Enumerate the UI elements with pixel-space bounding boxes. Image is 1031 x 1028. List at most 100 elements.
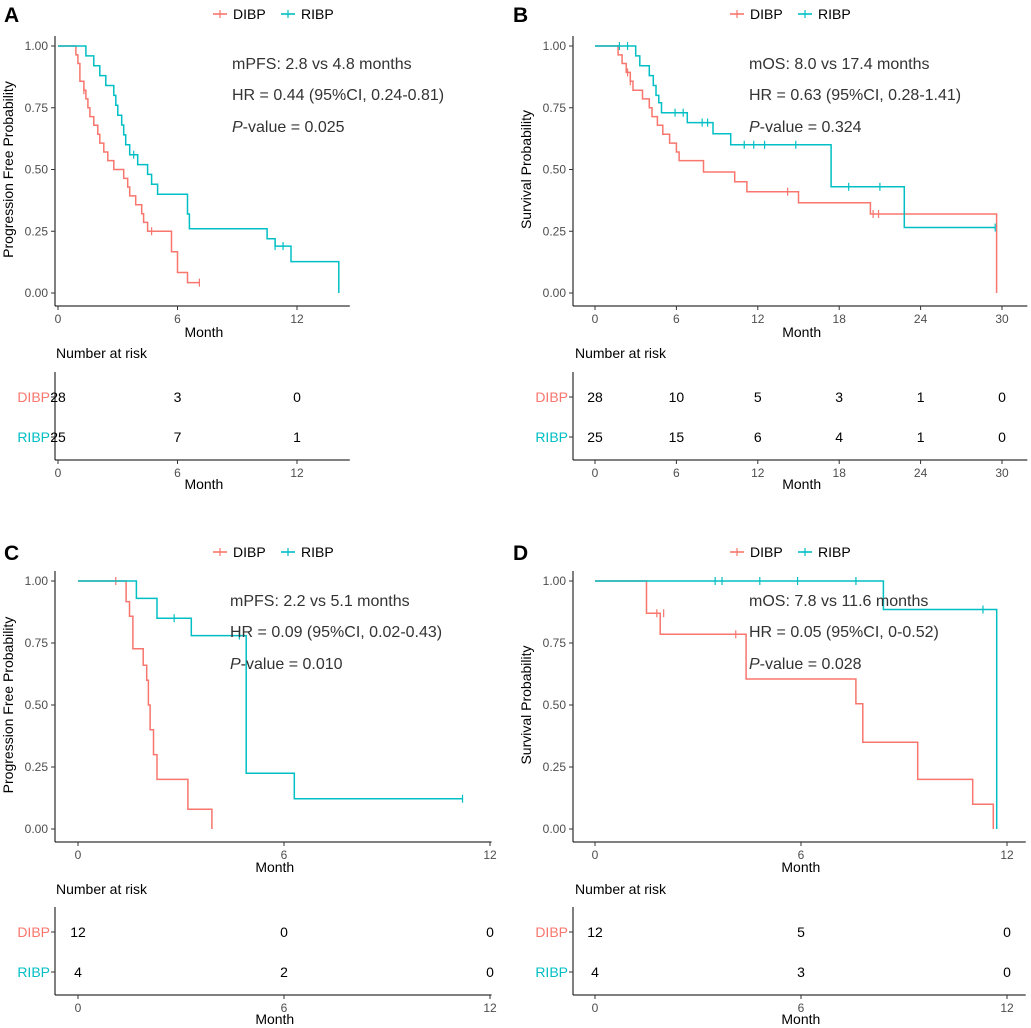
risk-row-label-ribp: RIBP <box>17 429 50 445</box>
y-tick-label: 0.00 <box>25 822 49 836</box>
risk-count: 10 <box>669 389 685 405</box>
risk-count: 3 <box>835 389 843 405</box>
y-tick-label: 0.00 <box>25 286 49 300</box>
risk-x-tick-label: 6 <box>174 466 181 480</box>
pvalue-symbol: P <box>749 119 760 136</box>
legend-label: DIBP <box>233 544 266 560</box>
legend-label: RIBP <box>301 6 334 22</box>
y-tick-label: 0.50 <box>543 698 567 712</box>
legend-item-ribp: RIBP <box>798 6 851 22</box>
risk-count: 1 <box>917 429 925 445</box>
km-curve-dibp <box>595 580 995 829</box>
x-tick-label: 12 <box>751 312 765 326</box>
km-curve-ribp <box>78 580 463 800</box>
legend-label: DIBP <box>750 6 783 22</box>
panel-letter: B <box>513 4 528 27</box>
pvalue-text: -value = 0.324 <box>760 119 862 136</box>
risk-x-tick-label: 12 <box>483 1001 497 1015</box>
risk-count: 5 <box>754 389 762 405</box>
x-axis-label: Month <box>782 324 821 340</box>
pvalue-symbol: P <box>230 656 241 673</box>
risk-row-label-ribp: RIBP <box>535 429 568 445</box>
risk-count: 0 <box>486 924 494 940</box>
y-tick-label: 0.00 <box>543 286 567 300</box>
annotation-hr: HR = 0.44 (95%CI, 0.24-0.81) <box>232 87 444 104</box>
panel-letter: C <box>4 542 19 565</box>
risk-row-label-ribp: RIBP <box>17 964 50 980</box>
x-tick-label: 12 <box>290 312 304 326</box>
risk-x-tick-label: 12 <box>290 466 304 480</box>
y-tick-label: 0.25 <box>543 224 567 238</box>
risk-count: 2 <box>280 964 288 980</box>
legend-item-ribp: RIBP <box>798 544 851 560</box>
risk-count: 1 <box>917 389 925 405</box>
pvalue-symbol: P <box>749 656 760 673</box>
y-tick-label: 1.00 <box>25 39 49 53</box>
risk-x-tick-label: 0 <box>75 1001 82 1015</box>
y-tick-label: 0.50 <box>543 163 567 177</box>
risk-count: 12 <box>587 924 603 940</box>
risk-table: Number at risk DIBP 28 3 0 RIBP 25 7 1 0 6 12 Month <box>17 345 350 492</box>
risk-count: 28 <box>50 389 66 405</box>
risk-x-axis-label: Month <box>255 1011 294 1027</box>
legend: DIBP RIBP <box>213 6 334 22</box>
x-tick-label: 30 <box>995 312 1009 326</box>
x-tick-label: 6 <box>798 848 805 862</box>
risk-count: 5 <box>797 924 805 940</box>
legend: DIBP RIBP <box>730 6 851 22</box>
risk-row-label-dibp: DIBP <box>535 924 568 940</box>
risk-count: 0 <box>998 429 1006 445</box>
risk-count: 1 <box>293 429 301 445</box>
risk-count: 0 <box>1003 924 1011 940</box>
risk-x-tick-label: 0 <box>592 1001 599 1015</box>
risk-table-title: Number at risk <box>56 881 148 897</box>
x-axis-label: Month <box>255 859 294 875</box>
x-tick-label: 6 <box>281 848 288 862</box>
risk-x-tick-label: 0 <box>55 466 62 480</box>
legend-label: DIBP <box>750 544 783 560</box>
legend: DIBP RIBP <box>213 544 334 560</box>
x-tick-label: 12 <box>1000 848 1014 862</box>
legend-item-ribp: RIBP <box>281 544 334 560</box>
risk-table: Number at risk DIBP 12 5 0 RIBP 4 3 0 0 6 12 Month <box>535 881 1026 1027</box>
legend-item-dibp: DIBP <box>213 6 266 22</box>
risk-row-label-dibp: DIBP <box>535 389 568 405</box>
risk-x-tick-label: 6 <box>281 1001 288 1015</box>
x-tick-label: 0 <box>55 312 62 326</box>
y-axis-label: Survival Probability <box>518 645 534 764</box>
risk-count: 28 <box>587 389 603 405</box>
risk-x-tick-label: 12 <box>751 466 765 480</box>
x-tick-label: 6 <box>174 312 181 326</box>
risk-x-tick-label: 6 <box>798 1001 805 1015</box>
y-tick-label: 1.00 <box>543 39 567 53</box>
y-tick-label: 0.75 <box>543 101 567 115</box>
risk-count: 25 <box>50 429 66 445</box>
risk-x-tick-label: 18 <box>833 466 847 480</box>
x-tick-label: 0 <box>592 848 599 862</box>
annotation-median: mPFS: 2.2 vs 5.1 months <box>230 593 410 610</box>
annotation-median: mOS: 8.0 vs 17.4 months <box>749 56 930 73</box>
risk-count: 4 <box>835 429 843 445</box>
panel-d: D DIBP RIBP 0.00 0.25 0.50 0.75 1.00 0 6 12 Month Su… <box>513 542 1026 1027</box>
risk-row-label-dibp: DIBP <box>17 389 50 405</box>
y-tick-label: 0.75 <box>25 101 49 115</box>
legend-item-ribp: RIBP <box>281 6 334 22</box>
x-tick-label: 24 <box>914 312 928 326</box>
x-axis-label: Month <box>184 324 223 340</box>
km-curve-dibp <box>595 45 998 293</box>
legend-item-dibp: DIBP <box>730 6 783 22</box>
pvalue-text: -value = 0.028 <box>760 656 862 673</box>
risk-x-axis-label: Month <box>782 476 821 492</box>
km-curve-dibp <box>58 45 200 284</box>
x-tick-label: 18 <box>833 312 847 326</box>
annotation-pvalue: P-value = 0.025 <box>232 119 345 136</box>
risk-count: 3 <box>174 389 182 405</box>
y-tick-label: 0.50 <box>25 163 49 177</box>
risk-x-tick-label: 30 <box>995 466 1009 480</box>
risk-x-tick-label: 0 <box>592 466 599 480</box>
y-tick-label: 0.25 <box>543 760 567 774</box>
risk-count: 7 <box>174 429 182 445</box>
